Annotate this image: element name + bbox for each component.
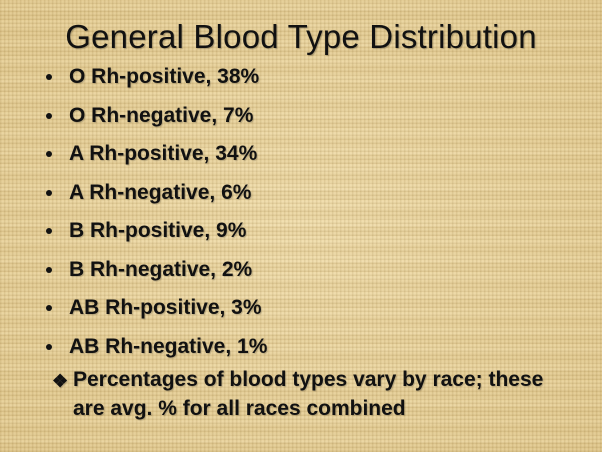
bullet-text: B Rh-positive, 9% bbox=[69, 219, 247, 243]
footnote-line-1: ❖ Percentages of blood types vary by race… bbox=[52, 366, 592, 395]
list-item: A Rh-positive, 34% bbox=[46, 135, 267, 174]
bullet-list: O Rh-positive, 38% O Rh-negative, 7% A R… bbox=[46, 58, 267, 366]
list-item: AB Rh-positive, 3% bbox=[46, 289, 267, 328]
bullet-text: AB Rh-negative, 1% bbox=[69, 334, 268, 358]
bullet-dot-icon bbox=[46, 228, 52, 235]
list-item: O Rh-negative, 7% bbox=[46, 97, 267, 136]
footnote-text-1: Percentages of blood types vary by race;… bbox=[73, 368, 544, 391]
list-item: O Rh-positive, 38% bbox=[46, 58, 267, 97]
bullet-dot-icon bbox=[46, 343, 52, 350]
bullet-text: O Rh-positive, 38% bbox=[69, 65, 260, 89]
bullet-dot-icon bbox=[46, 266, 52, 273]
bullet-dot-icon bbox=[46, 189, 52, 196]
bullet-text: O Rh-negative, 7% bbox=[69, 103, 254, 127]
bullet-dot-icon bbox=[46, 305, 52, 312]
list-item: B Rh-positive, 9% bbox=[46, 212, 267, 251]
bullet-dot-icon bbox=[46, 74, 52, 81]
footnote-line-2: are avg. % for all races combined bbox=[73, 397, 406, 420]
bullet-dot-icon bbox=[46, 151, 52, 158]
slide-title: General Blood Type Distribution bbox=[65, 18, 537, 55]
list-item: A Rh-negative, 6% bbox=[46, 174, 267, 213]
list-item: B Rh-negative, 2% bbox=[46, 251, 267, 290]
bullet-dot-icon bbox=[46, 112, 52, 119]
bullet-text: B Rh-negative, 2% bbox=[69, 257, 253, 281]
bullet-text: A Rh-positive, 34% bbox=[69, 142, 258, 166]
bullet-text: AB Rh-positive, 3% bbox=[69, 296, 262, 320]
footnote: ❖ Percentages of blood types vary by race… bbox=[52, 366, 592, 422]
four-diamond-bullet-icon: ❖ bbox=[52, 371, 69, 391]
list-item: AB Rh-negative, 1% bbox=[46, 328, 267, 367]
bullet-text: A Rh-negative, 6% bbox=[69, 180, 252, 204]
